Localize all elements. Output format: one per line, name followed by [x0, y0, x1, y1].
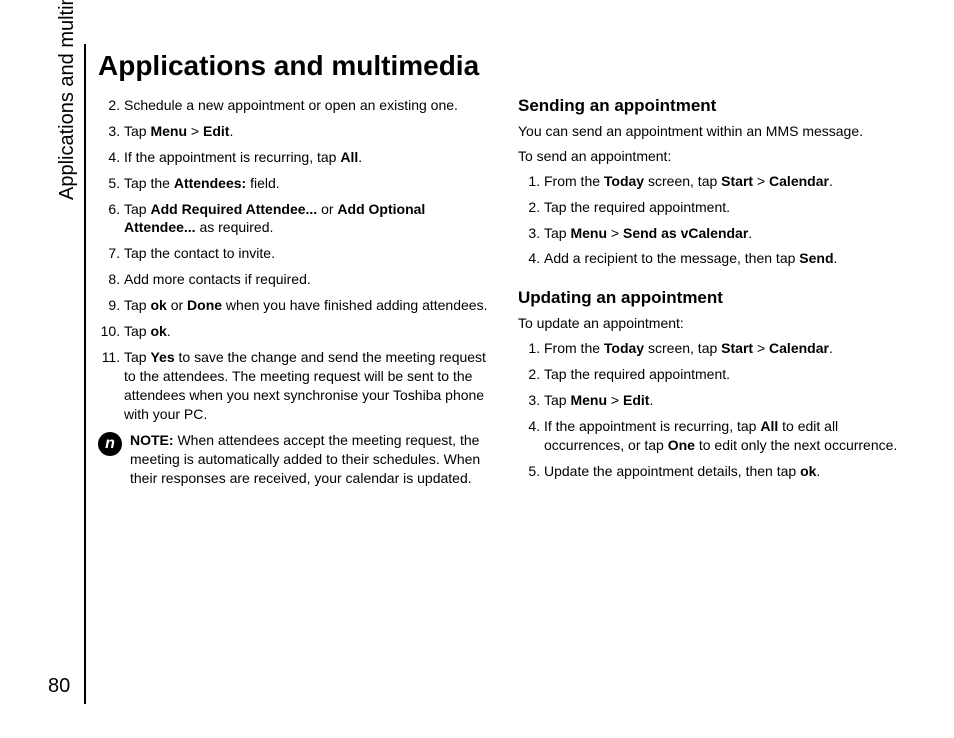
section-heading: Updating an appointment — [518, 288, 910, 308]
note-icon: n — [98, 432, 122, 456]
step-item: Tap the required appointment. — [544, 365, 910, 384]
step-item: From the Today screen, tap Start > Calen… — [544, 339, 910, 358]
manual-page: Applications and multimedia 80 Applicati… — [0, 0, 954, 738]
step-item: Tap Menu > Edit. — [124, 122, 490, 141]
step-item: Tap Menu > Edit. — [544, 391, 910, 410]
note-label: NOTE: — [130, 432, 174, 448]
step-item: Tap ok or Done when you have finished ad… — [124, 296, 490, 315]
step-item: Schedule a new appointment or open an ex… — [124, 96, 490, 115]
step-item: Update the appointment details, then tap… — [544, 462, 910, 481]
note-text: NOTE: When attendees accept the meeting … — [130, 431, 490, 488]
page-title: Applications and multimedia — [98, 50, 918, 82]
step-item: Add more contacts if required. — [124, 270, 490, 289]
vertical-divider — [84, 44, 86, 704]
section: Updating an appointment To update an appo… — [518, 288, 910, 480]
step-item: If the appointment is recurring, tap All… — [544, 417, 910, 455]
step-item: If the appointment is recurring, tap All… — [124, 148, 490, 167]
step-item: Tap the Attendees: field. — [124, 174, 490, 193]
step-item: Tap Add Required Attendee... or Add Opti… — [124, 200, 490, 238]
step-item: Tap the required appointment. — [544, 198, 910, 217]
note-block: n NOTE: When attendees accept the meetin… — [98, 431, 490, 488]
page-content: Applications and multimedia Schedule a n… — [98, 50, 918, 501]
section-steps-list: From the Today screen, tap Start > Calen… — [518, 172, 910, 269]
section-paragraph: To send an appointment: — [518, 147, 910, 166]
side-section-label: Applications and multimedia — [56, 0, 79, 200]
step-item: Tap ok. — [124, 322, 490, 341]
section: Sending an appointment You can send an ap… — [518, 96, 910, 268]
left-column: Schedule a new appointment or open an ex… — [98, 96, 490, 501]
step-item: Add a recipient to the message, then tap… — [544, 249, 910, 268]
right-column: Sending an appointment You can send an ap… — [518, 96, 910, 501]
step-item: Tap Menu > Send as vCalendar. — [544, 224, 910, 243]
step-item: From the Today screen, tap Start > Calen… — [544, 172, 910, 191]
section-paragraph: You can send an appointment within an MM… — [518, 122, 910, 141]
page-number: 80 — [48, 675, 70, 698]
section-paragraph: To update an appointment: — [518, 314, 910, 333]
section-heading: Sending an appointment — [518, 96, 910, 116]
step-item: Tap Yes to save the change and send the … — [124, 348, 490, 424]
step-item: Tap the contact to invite. — [124, 244, 490, 263]
two-column-layout: Schedule a new appointment or open an ex… — [98, 96, 918, 501]
note-body: When attendees accept the meeting reques… — [130, 432, 480, 486]
section-steps-list: From the Today screen, tap Start > Calen… — [518, 339, 910, 480]
left-steps-list: Schedule a new appointment or open an ex… — [98, 96, 490, 423]
